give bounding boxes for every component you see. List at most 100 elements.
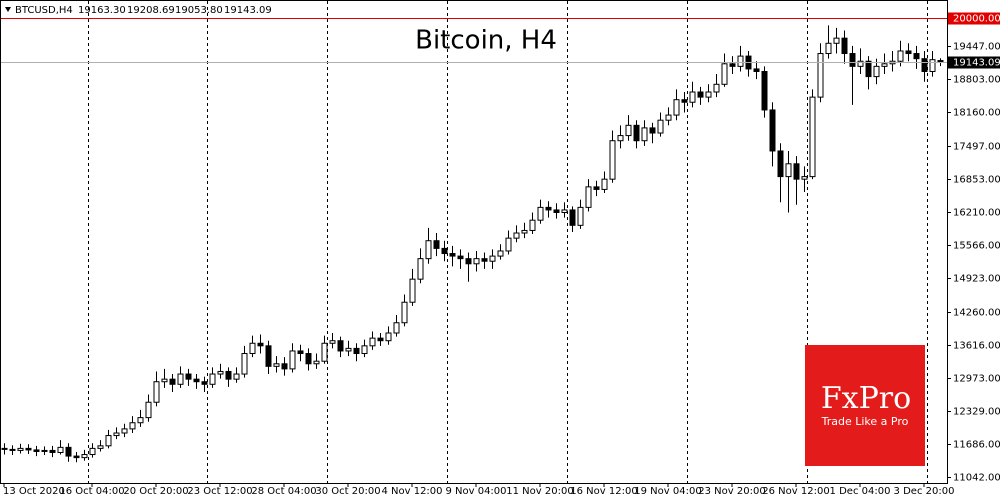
candle-body	[193, 378, 200, 383]
candle-body	[545, 206, 552, 211]
candle-body	[409, 278, 416, 303]
candle-body	[753, 68, 760, 72]
candle-body	[249, 342, 256, 355]
candle-body	[633, 124, 640, 142]
y-tick-label: 19447.00	[953, 42, 1000, 53]
candle-body	[137, 417, 144, 424]
candle-body	[841, 37, 848, 55]
candle-body	[569, 209, 576, 226]
candle-body	[345, 347, 352, 352]
candle-body	[41, 449, 48, 452]
candle-body	[577, 206, 584, 226]
x-tick-label: 3 Dec 20:00	[894, 486, 955, 497]
y-tick-label: 18160.00	[953, 108, 1000, 119]
candle-body	[337, 340, 344, 352]
candle-body	[489, 255, 496, 262]
candle-body	[209, 373, 216, 385]
candle-body	[713, 83, 720, 93]
y-tick-label: 17497.00	[953, 142, 1000, 153]
candle-body	[105, 435, 112, 447]
candle-body	[273, 363, 280, 367]
candle-body	[553, 209, 560, 214]
candle-body	[313, 360, 320, 365]
candle-body	[873, 65, 880, 78]
y-tick-label: 11042.00	[953, 473, 1000, 484]
candle-body	[769, 109, 776, 152]
y-tick-label: 11686.00	[953, 440, 1000, 451]
candle-body	[401, 301, 408, 324]
candle-body	[281, 363, 288, 370]
current-price-label: 19143.09	[953, 58, 1000, 69]
y-tick-label: 14923.00	[953, 274, 1000, 285]
candle-body	[369, 337, 376, 347]
logo-box	[805, 345, 925, 466]
candle-body	[121, 428, 128, 434]
candle-body	[57, 446, 64, 453]
candle-body	[65, 446, 72, 457]
candle-body	[377, 337, 384, 342]
candle-body	[505, 237, 512, 252]
candle-body	[921, 58, 928, 72]
candle-body	[201, 381, 208, 385]
candle-body	[417, 258, 424, 280]
candle-body	[641, 127, 648, 142]
candle-body	[97, 445, 104, 449]
logo-slogan: Trade Like a Pro	[821, 415, 909, 428]
candle-body	[649, 127, 656, 134]
candle-body	[73, 455, 80, 459]
candles	[1, 25, 944, 463]
candle-body	[617, 135, 624, 142]
candle-body	[665, 114, 672, 121]
candle-body	[937, 60, 944, 63]
header-close: 19143.09	[224, 5, 272, 16]
candle-body	[825, 42, 832, 55]
candle-body	[729, 63, 736, 67]
candle-body	[321, 342, 328, 362]
candle-body	[601, 178, 608, 190]
candle-body	[529, 219, 536, 231]
candle-body	[257, 342, 264, 347]
x-tick-label: 16 Oct 04:00	[59, 486, 124, 497]
x-tick-label: 9 Nov 04:00	[445, 486, 506, 497]
candle-body	[169, 378, 176, 385]
candle-body	[593, 186, 600, 190]
y-tick-label: 16210.00	[953, 208, 1000, 219]
x-tick-label: 1 Dec 04:00	[830, 486, 891, 497]
period-separators	[88, 1, 928, 483]
candle-body	[353, 347, 360, 355]
candle-body	[721, 63, 728, 85]
candle-body	[425, 240, 432, 260]
candle-body	[761, 70, 768, 111]
candle-body	[625, 124, 632, 137]
candle-body	[809, 96, 816, 178]
candle-body	[393, 322, 400, 334]
header-high: 19208.69	[127, 5, 175, 16]
candle-body	[705, 91, 712, 98]
candle-body	[441, 247, 448, 255]
candle-body	[113, 432, 120, 437]
header-open: 19163.30	[78, 5, 126, 16]
candle-body	[129, 422, 136, 430]
candle-body	[817, 53, 824, 98]
candle-body	[49, 449, 56, 453]
y-tick-label: 15566.00	[953, 241, 1000, 252]
x-tick-label: 4 Nov 12:00	[381, 486, 442, 497]
candle-body	[897, 50, 904, 62]
plot-frame	[0, 0, 948, 484]
candle-body	[801, 176, 808, 180]
x-tick-label: 13 Oct 2020	[3, 486, 65, 497]
candle-body	[673, 99, 680, 116]
candle-body	[857, 60, 864, 67]
x-tick-label: 26 Nov 12:00	[762, 486, 829, 497]
y-tick-label: 18803.00	[953, 75, 1000, 86]
candle-body	[153, 381, 160, 403]
x-tick-label: 19 Nov 04:00	[634, 486, 701, 497]
candle-body	[865, 60, 872, 78]
candle-body	[785, 163, 792, 178]
candle-body	[145, 401, 152, 419]
x-tick-label: 30 Oct 20:00	[315, 486, 380, 497]
candle-body	[241, 353, 248, 375]
candle-body	[777, 150, 784, 178]
y-tick-label: 12329.00	[953, 407, 1000, 418]
